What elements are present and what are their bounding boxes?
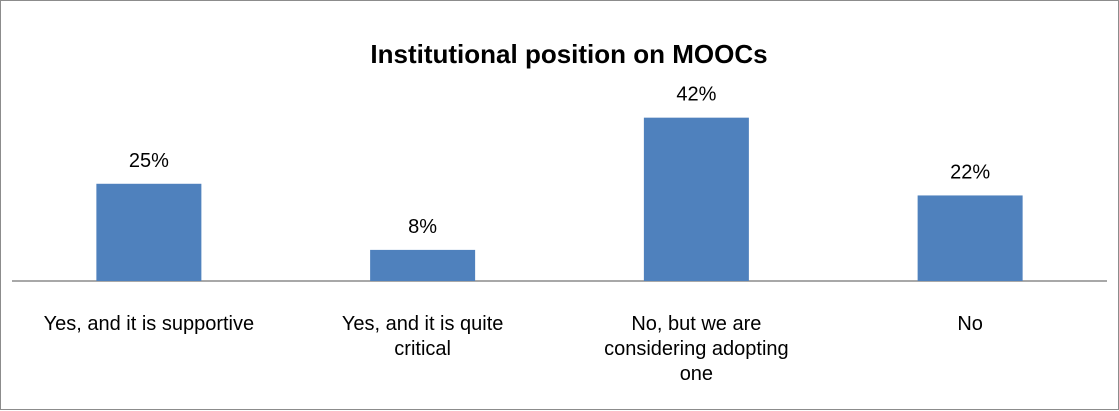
- category-label-line: Yes, and it is supportive: [44, 313, 255, 335]
- category-label-0: Yes, and it is supportive: [44, 313, 255, 335]
- data-label-0: 25%: [129, 150, 169, 172]
- category-label-line: critical: [394, 338, 451, 360]
- bar-3: [917, 195, 1023, 281]
- category-label-line: No: [957, 313, 983, 335]
- data-labels-group: 25% 8% 42% 22%: [129, 84, 990, 238]
- category-label-1: Yes, and it is quite critical: [342, 313, 504, 360]
- chart-title: Institutional position on MOOCs: [370, 39, 767, 69]
- category-label-2: No, but we are considering adopting one: [604, 313, 789, 385]
- bar-0: [96, 183, 202, 281]
- bars-group: [96, 117, 1023, 282]
- data-label-2: 42%: [676, 84, 716, 106]
- data-label-1: 8%: [408, 216, 437, 238]
- bar-1: [370, 249, 476, 281]
- category-labels-group: Yes, and it is supportive Yes, and it is …: [44, 313, 983, 385]
- bar-2: [643, 117, 749, 282]
- category-label-line: No, but we are: [631, 313, 761, 335]
- category-label-line: considering adopting: [604, 338, 789, 360]
- data-label-3: 22%: [950, 161, 990, 183]
- category-label-line: one: [680, 363, 713, 385]
- category-label-line: Yes, and it is quite: [342, 313, 504, 335]
- category-label-3: No: [957, 313, 983, 335]
